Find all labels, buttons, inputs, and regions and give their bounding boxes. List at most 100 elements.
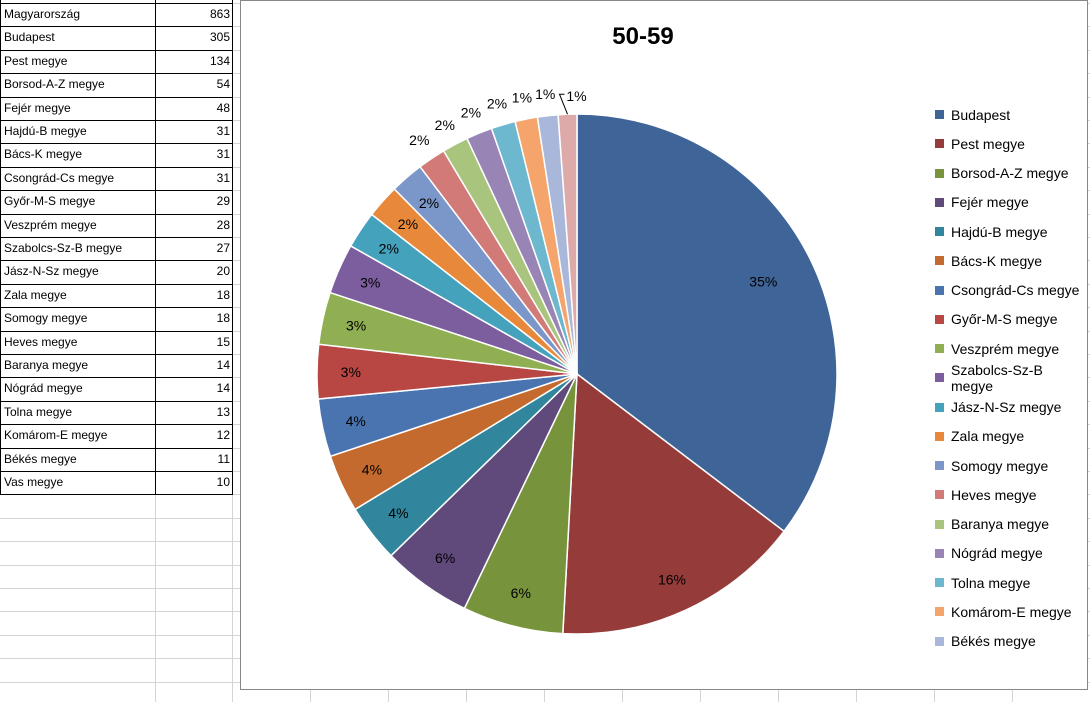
pie-slice[interactable] xyxy=(562,372,786,635)
table-cell-value[interactable]: 11 xyxy=(217,452,230,466)
table-cell-value[interactable]: 54 xyxy=(216,77,230,91)
legend-item[interactable]: Zala megye xyxy=(935,422,1087,451)
table-cell-value[interactable]: 12 xyxy=(216,428,230,442)
pie-svg: 35%16%6%6%4%4%4%3%3%3%2%2%2%2%2%2%2% 1% 1%… xyxy=(316,86,838,635)
table-cell-name[interactable]: Bács-K megye xyxy=(4,147,83,161)
table-cell-name[interactable]: Veszprém megye xyxy=(4,218,97,232)
legend-item[interactable]: Tolna megye xyxy=(935,568,1087,597)
legend-swatch xyxy=(935,373,944,383)
legend-item[interactable]: Borsod-A-Z megye xyxy=(935,159,1087,188)
legend-swatch xyxy=(935,256,944,266)
pie-slice[interactable] xyxy=(576,113,838,533)
legend-label: Csongrád-Cs megye xyxy=(951,282,1080,299)
table-cell-value[interactable]: 13 xyxy=(216,405,230,419)
table-cell-name[interactable]: Komárom-E megye xyxy=(4,428,108,442)
table-cell-value[interactable]: 863 xyxy=(209,7,230,21)
legend-label: Tolna megye xyxy=(951,574,1031,591)
table-cell-value[interactable]: 18 xyxy=(216,311,230,325)
legend-item[interactable]: Bács-K megye xyxy=(935,246,1087,275)
table-cell-value[interactable]: 14 xyxy=(216,358,230,372)
table-cell-value[interactable]: 31 xyxy=(216,124,230,138)
table-cell-value[interactable]: 305 xyxy=(209,30,230,44)
table-cell-name[interactable]: Borsod-A-Z megye xyxy=(4,77,105,91)
data-label: 2% xyxy=(487,96,507,112)
legend-item[interactable]: Budapest xyxy=(935,100,1087,129)
table-cell-value[interactable]: 10 xyxy=(216,475,230,489)
table-border xyxy=(0,260,232,261)
data-label: 2% xyxy=(419,195,439,211)
legend-swatch xyxy=(935,431,944,441)
table-cell-name[interactable]: Csongrád-Cs megye xyxy=(4,171,115,185)
data-label: 2% xyxy=(379,241,399,257)
legend-item[interactable]: Győr-M-S megye xyxy=(935,305,1087,334)
table-cell-name[interactable]: Heves megye xyxy=(4,335,78,349)
table-border xyxy=(0,448,232,449)
legend-label: Pest megye xyxy=(951,135,1025,152)
data-label: 4% xyxy=(362,461,382,477)
table-cell-value[interactable]: 28 xyxy=(216,218,230,232)
legend-item[interactable]: Jász-N-Sz megye xyxy=(935,393,1087,422)
table-border xyxy=(0,214,232,215)
legend-swatch xyxy=(935,490,944,500)
legend-swatch xyxy=(935,607,944,617)
table-cell-name[interactable]: Békés megye xyxy=(4,452,77,466)
legend-item[interactable]: Fejér megye xyxy=(935,188,1087,217)
data-label: 6% xyxy=(511,585,531,601)
table-cell-name[interactable]: Tolna megye xyxy=(4,405,73,419)
table-cell-name[interactable]: Szabolcs-Sz-B megye xyxy=(4,241,123,255)
table-cell-value[interactable]: 134 xyxy=(209,54,230,68)
data-label: 3% xyxy=(360,274,380,290)
table-cell-name[interactable]: Győr-M-S megye xyxy=(4,194,96,208)
table-cell-value[interactable]: 48 xyxy=(216,101,230,115)
data-label: 2% xyxy=(398,216,418,232)
table-cell-name[interactable]: Jász-N-Sz megye xyxy=(4,264,99,278)
table-cell-value[interactable]: 27 xyxy=(216,241,230,255)
table-cell-name[interactable]: Pest megye xyxy=(4,54,68,68)
data-label: 2% xyxy=(461,105,481,121)
table-border xyxy=(155,0,156,495)
table-cell-name[interactable]: Vas megye xyxy=(4,475,64,489)
legend-swatch xyxy=(935,548,944,558)
table-border xyxy=(0,73,232,74)
legend-item[interactable]: Békés megye xyxy=(935,627,1087,656)
table-cell-value[interactable]: 18 xyxy=(216,288,230,302)
legend-item[interactable]: Pest megye xyxy=(935,129,1087,158)
legend-item[interactable]: Baranya megye xyxy=(935,510,1087,539)
legend-item[interactable]: Heves megye xyxy=(935,480,1087,509)
table-cell-value[interactable]: 29 xyxy=(216,194,230,208)
legend-label: Nógrád megye xyxy=(951,545,1043,562)
legend-label: Jász-N-Sz megye xyxy=(951,399,1062,416)
table-border xyxy=(0,471,232,472)
legend-item[interactable]: Csongrád-Cs megye xyxy=(935,276,1087,305)
legend-swatch xyxy=(935,197,944,207)
table-cell-name[interactable]: Fejér megye xyxy=(4,101,71,115)
legend-item[interactable]: Szabolcs-Sz-B megye xyxy=(935,362,1087,394)
data-label: 1% xyxy=(566,88,586,104)
table-cell-name[interactable]: Budapest xyxy=(4,30,55,44)
table-border xyxy=(0,120,232,121)
table-cell-value[interactable]: 31 xyxy=(216,147,230,161)
legend-item[interactable]: Hajdú-B megye xyxy=(935,217,1087,246)
legend-item[interactable]: Veszprém megye xyxy=(935,334,1087,363)
table-border xyxy=(0,377,232,378)
table-cell-value[interactable]: 14 xyxy=(216,381,230,395)
table-cell-name[interactable]: Baranya megye xyxy=(4,358,89,372)
chart-legend[interactable]: Budapest Pest megye Borsod-A-Z megye Fejér … xyxy=(935,100,1087,656)
table-cell-name[interactable]: Somogy megye xyxy=(4,311,88,325)
legend-swatch xyxy=(935,227,944,237)
table-cell-value[interactable]: 20 xyxy=(216,264,230,278)
legend-item[interactable]: Nógrád megye xyxy=(935,539,1087,568)
table-cell-value[interactable]: 31 xyxy=(216,171,230,185)
table-cell-name[interactable]: Zala megye xyxy=(4,288,67,302)
table-cell-value[interactable]: 15 xyxy=(216,335,230,349)
table-cell-name[interactable]: Magyarország xyxy=(4,7,81,21)
legend-item[interactable]: Komárom-E megye xyxy=(935,597,1087,626)
pie-chart[interactable]: 35% 16% 6% 6% 4% 4% 4% 3% 3% 3% 2% 2% 2% 2% 2% 2% 2% 1% 1%… xyxy=(240,0,1088,690)
label-leader-line xyxy=(558,93,568,115)
legend-item[interactable]: Somogy megye xyxy=(935,451,1087,480)
legend-label: Veszprém megye xyxy=(951,340,1060,357)
table-cell-name[interactable]: Nógrád megye xyxy=(4,381,83,395)
table-cell-name[interactable]: Hajdú-B megye xyxy=(4,124,87,138)
data-label: 4% xyxy=(346,413,366,429)
table-border xyxy=(232,0,233,495)
